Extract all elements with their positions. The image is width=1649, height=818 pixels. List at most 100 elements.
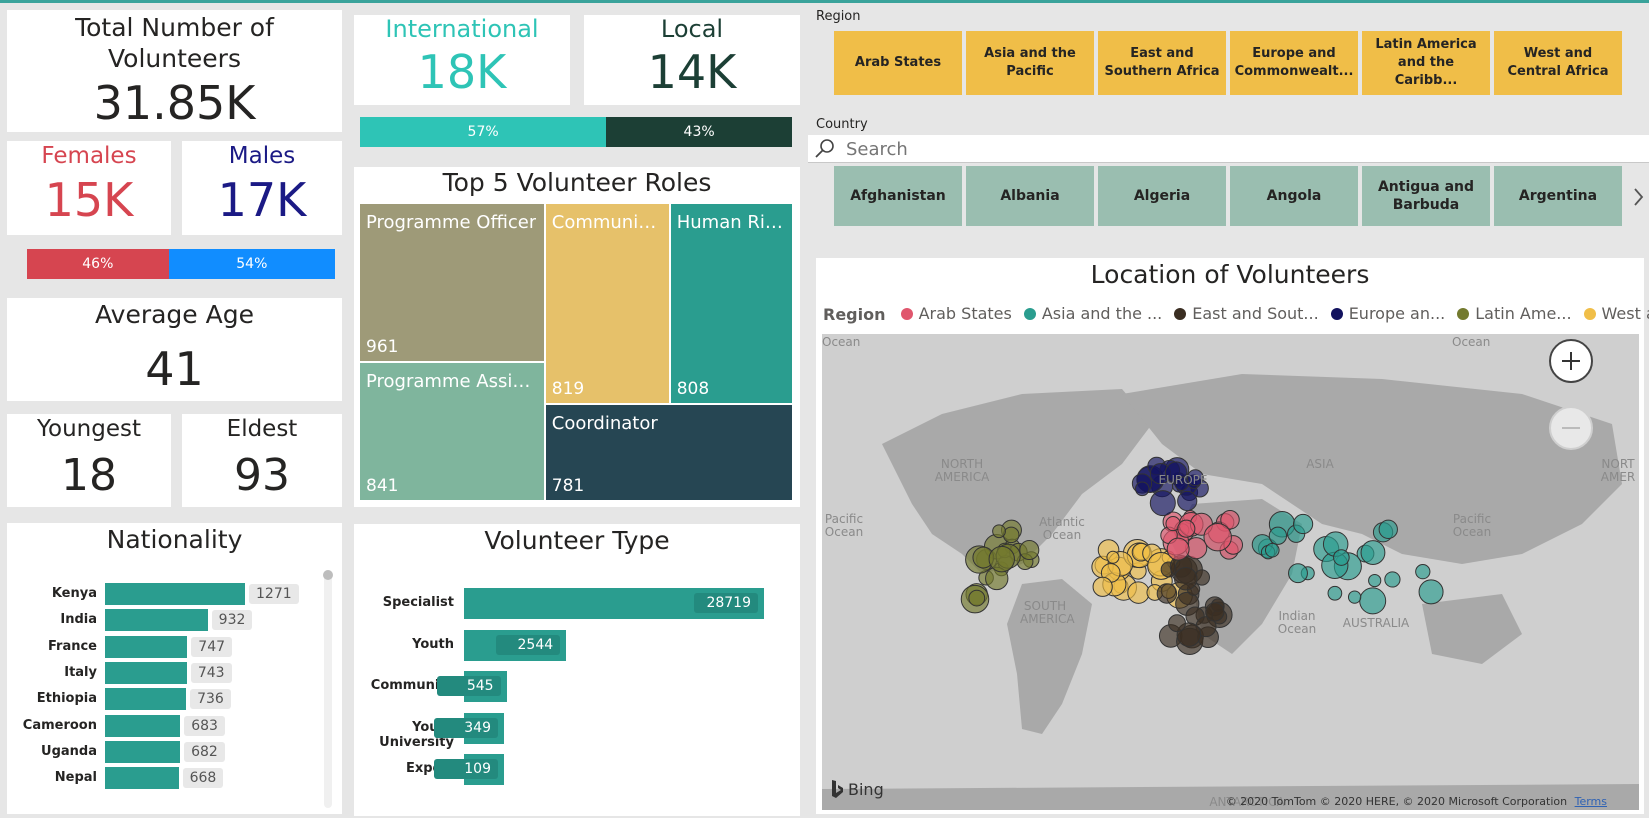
female-share-segment[interactable]: 46%	[27, 249, 169, 279]
international-share-segment[interactable]: 57%	[360, 117, 607, 147]
map-bubble[interactable]	[1203, 522, 1232, 552]
nationality-scroll-thumb[interactable]	[323, 570, 333, 580]
nationality-row[interactable]: Uganda 682	[7, 740, 327, 763]
map-bubble[interactable]	[1264, 542, 1280, 558]
map-bubble[interactable]	[988, 545, 1015, 573]
country-search-input[interactable]	[846, 137, 1626, 161]
map-bubble[interactable]	[1166, 537, 1190, 561]
nationality-row[interactable]: Nepal 668	[7, 767, 327, 790]
region-option[interactable]: Latin America and the Caribb...	[1362, 31, 1490, 95]
nationality-row[interactable]: India 932	[7, 609, 327, 632]
country-option[interactable]: Angola	[1230, 166, 1358, 226]
map-bubble[interactable]	[1177, 519, 1196, 538]
country-option[interactable]: Antigua and Barbuda	[1362, 166, 1490, 226]
map-bubble[interactable]	[1127, 581, 1150, 604]
map-bubble[interactable]	[1149, 490, 1176, 517]
map-bubble[interactable]	[1092, 576, 1113, 597]
country-option[interactable]: Algeria	[1098, 166, 1226, 226]
map-bubble[interactable]	[1177, 490, 1198, 512]
legend-item[interactable]: Latin Ame...	[1457, 304, 1572, 323]
volunteer-type-row[interactable]: Expert 109	[354, 754, 800, 785]
zoom-in-button[interactable]	[1549, 339, 1593, 383]
map-bubble[interactable]	[1019, 539, 1040, 561]
map-bubble[interactable]	[1415, 564, 1431, 580]
map-bubble[interactable]	[1220, 510, 1240, 530]
nationality-row[interactable]: Ethiopia 736	[7, 688, 327, 711]
map-bubble[interactable]	[1168, 614, 1186, 633]
country-option[interactable]: Albania	[966, 166, 1094, 226]
map-bubble[interactable]	[1288, 563, 1308, 584]
map-bubble[interactable]	[1292, 513, 1314, 535]
map-bubble[interactable]	[1268, 526, 1288, 545]
nationality-bar[interactable]	[105, 767, 179, 790]
map-bubble[interactable]	[1360, 540, 1386, 566]
map-bubble[interactable]	[1333, 549, 1350, 566]
males-value: 17K	[217, 173, 307, 227]
map-bubble[interactable]	[968, 589, 986, 607]
volunteer-type-row[interactable]: Community 545	[354, 671, 800, 702]
volunteer-type-value: 28719	[694, 593, 758, 613]
nationality-bar[interactable]	[105, 635, 188, 658]
total-volunteers-title: Total Number of Volunteers	[75, 13, 274, 73]
region-option[interactable]: East and Southern Africa	[1098, 31, 1226, 95]
nationality-scrollbar[interactable]	[323, 570, 333, 808]
map-bubble[interactable]	[1186, 469, 1204, 487]
legend-item[interactable]: West and ...	[1583, 304, 1649, 323]
legend-item[interactable]: East and Sout...	[1174, 304, 1319, 323]
treemap-cell[interactable]: Coordinator 781	[545, 405, 792, 500]
nationality-bar[interactable]	[105, 714, 181, 737]
legend-item[interactable]: Asia and the ...	[1023, 304, 1162, 323]
nationality-row[interactable]: Kenya 1271	[7, 583, 327, 605]
local-share-segment[interactable]: 43%	[606, 117, 792, 147]
volunteer-type-row[interactable]: Specialist 28719	[354, 588, 800, 619]
legend-item[interactable]: Arab States	[900, 304, 1012, 323]
nationality-row[interactable]: Cameroon 683	[7, 714, 327, 737]
map-bubble[interactable]	[1384, 571, 1401, 588]
nationality-bar[interactable]	[105, 661, 187, 684]
nationality-bar[interactable]	[105, 583, 245, 605]
nationality-bar[interactable]	[105, 688, 187, 711]
volunteer-type-chart: Volunteer Type Specialist 28719 Youth 2544 C…	[354, 524, 800, 816]
map-bubble[interactable]	[1418, 579, 1444, 605]
treemap-cell[interactable]: Programme Officer 961	[360, 204, 544, 361]
male-share-segment[interactable]: 54%	[168, 249, 335, 279]
region-option[interactable]: Arab States	[834, 31, 962, 95]
map-bubble[interactable]	[1174, 476, 1189, 491]
nationality-row[interactable]: France 747	[7, 635, 327, 658]
treemap-cell[interactable]: Programme Assist... 841	[360, 362, 544, 500]
nationality-name: India	[60, 612, 97, 628]
legend-item[interactable]: Europe an...	[1330, 304, 1445, 323]
nationality-row[interactable]: Italy 743	[7, 661, 327, 684]
map-bubble[interactable]	[1359, 587, 1387, 615]
volunteer-type-row[interactable]: Youth 2544	[354, 629, 800, 661]
map-area[interactable]: Ocean Ocean NORTH AMERICA Atlantic Ocean…	[822, 334, 1639, 810]
international-value: 18K	[417, 45, 507, 99]
terms-link[interactable]: Terms	[1574, 795, 1607, 808]
region-option[interactable]: Asia and the Pacific	[966, 31, 1094, 95]
map-bubble[interactable]	[1327, 585, 1343, 601]
volunteer-type-value: 109	[434, 759, 498, 779]
chevron-right-icon[interactable]	[1632, 186, 1646, 208]
region-option[interactable]: Europe and Commonwealt...	[1230, 31, 1358, 95]
map-bubble[interactable]	[1347, 590, 1362, 604]
map-bubble[interactable]	[1368, 573, 1382, 588]
map-bubble[interactable]	[1002, 526, 1020, 544]
treemap-cell[interactable]: Community... 819	[545, 204, 669, 404]
map-bubble[interactable]	[1106, 550, 1120, 564]
country-search-box[interactable]	[808, 135, 1649, 163]
country-option[interactable]: Argentina	[1494, 166, 1622, 226]
map-bubble[interactable]	[1378, 519, 1398, 540]
map-bubble[interactable]	[992, 524, 1006, 539]
treemap-cell[interactable]: Human Rig... 808	[670, 204, 792, 404]
nationality-bar[interactable]	[105, 609, 208, 632]
map-bubble[interactable]	[1205, 602, 1225, 622]
map-bubble[interactable]	[1134, 481, 1150, 497]
map-bubble[interactable]	[1156, 583, 1178, 604]
region-option[interactable]: West and Central Africa	[1494, 31, 1622, 95]
zoom-out-button[interactable]	[1549, 406, 1593, 450]
nationality-bar[interactable]	[105, 740, 181, 763]
map-bubble[interactable]	[1174, 566, 1198, 591]
country-option[interactable]: Afghanistan	[834, 166, 962, 226]
eldest-value: 93	[234, 450, 290, 501]
